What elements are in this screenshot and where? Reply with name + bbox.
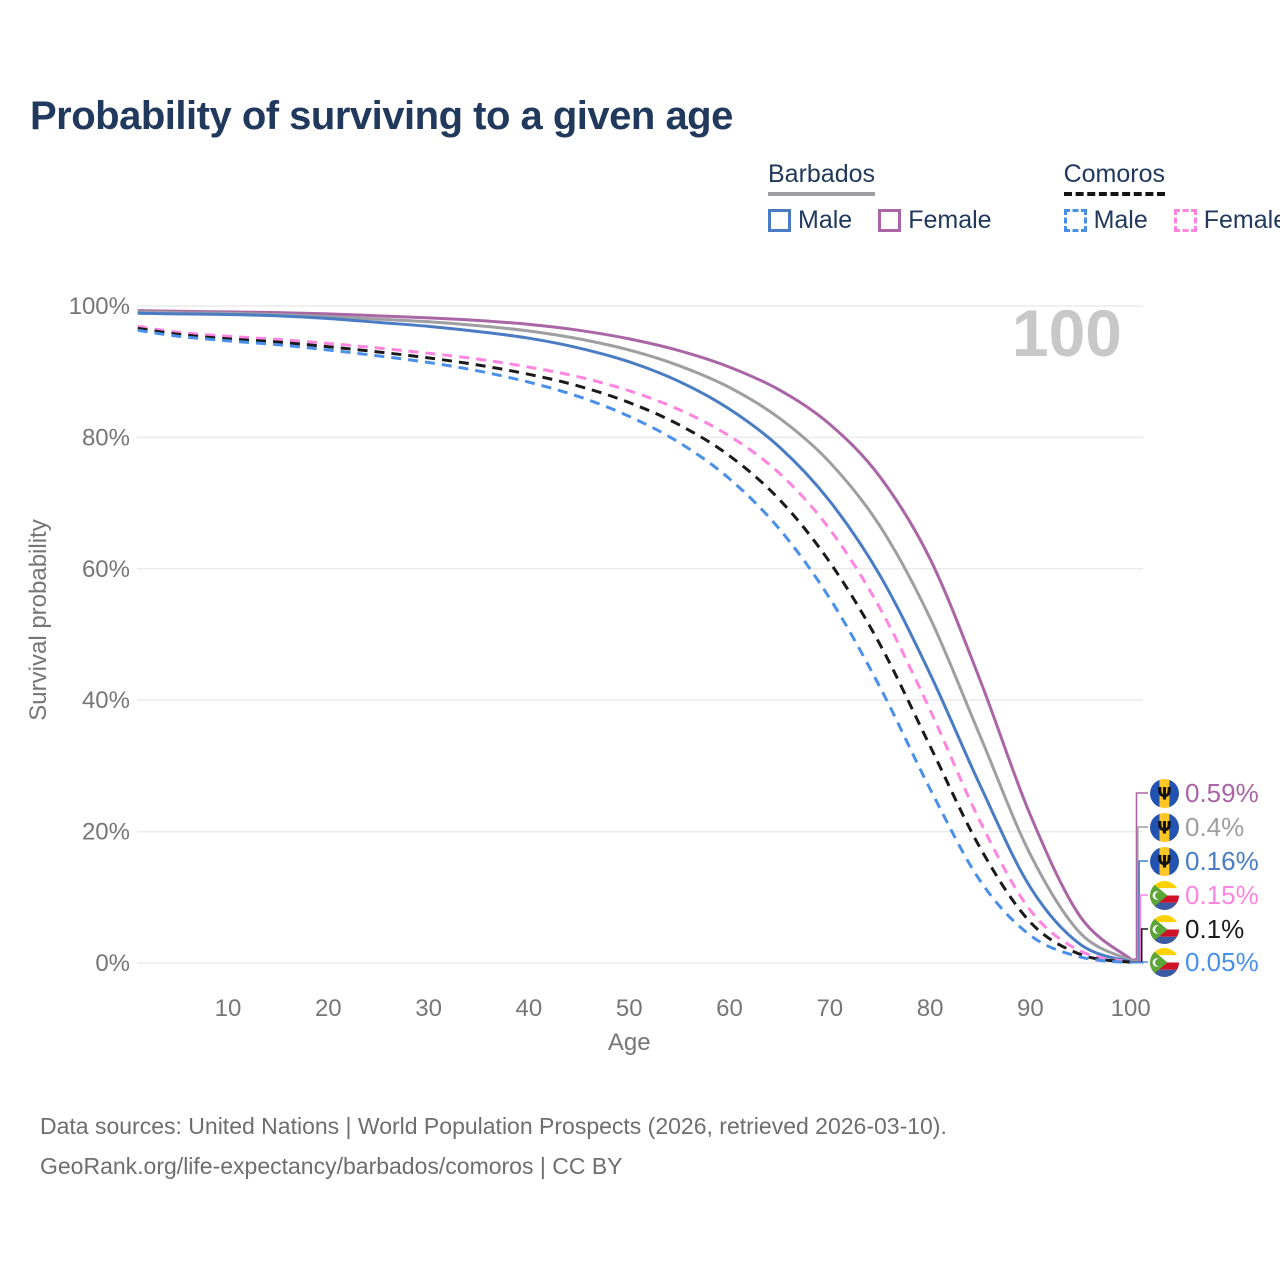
svg-text:100: 100	[1111, 995, 1151, 1022]
legend-group-label-comoros: Comoros	[1063, 160, 1165, 196]
data-source-footer: Data sources: United Nations | World Pop…	[40, 1106, 947, 1186]
svg-text:Survival probability: Survival probability	[25, 519, 52, 720]
end-label-value: 0.16%	[1185, 845, 1259, 876]
svg-text:80%: 80%	[82, 424, 130, 451]
legend-item-label: Female	[1203, 206, 1280, 234]
barbados-flag-icon: Ψ	[1150, 812, 1179, 842]
svg-text:30: 30	[415, 995, 442, 1022]
legend-item-barbados-male[interactable]: Male	[768, 206, 852, 235]
legend-group-label-barbados: Barbados	[768, 160, 876, 196]
legend-item-label: Male	[1093, 206, 1148, 234]
page-title: Probability of surviving to a given age	[30, 94, 733, 138]
end-label-value: 0.1%	[1185, 913, 1245, 944]
legend-item-barbados-female[interactable]: Female	[878, 206, 992, 235]
svg-text:Ψ: Ψ	[1157, 784, 1171, 804]
end-label-value: 0.59%	[1185, 777, 1259, 808]
footer-sources-line: Data sources: United Nations | World Pop…	[40, 1113, 947, 1139]
footer-attribution-line: GeoRank.org/life-expectancy/barbados/com…	[40, 1153, 623, 1179]
svg-text:40: 40	[516, 995, 543, 1022]
comoros-male-swatch-icon	[1063, 209, 1087, 232]
end-label-barbados-both[interactable]: Ψ 0.4%	[1150, 811, 1244, 843]
barbados-female-swatch-icon	[878, 209, 902, 232]
end-label-value: 0.4%	[1185, 811, 1245, 842]
svg-text:20: 20	[315, 995, 342, 1022]
barbados-male-swatch-icon	[768, 209, 791, 232]
barbados-flag-icon: Ψ	[1150, 846, 1179, 876]
barbados-flag-icon: Ψ	[1150, 778, 1179, 808]
end-label-comoros-both[interactable]: 0.1%	[1150, 913, 1244, 945]
svg-text:Ψ: Ψ	[1157, 818, 1171, 838]
svg-text:Age: Age	[608, 1029, 651, 1056]
svg-text:10: 10	[215, 995, 242, 1022]
legend-item-label: Male	[798, 206, 853, 234]
legend-group-comoros: Comoros Male Female	[1063, 160, 1280, 235]
age-watermark: 100	[1011, 296, 1122, 370]
comoros-female-swatch-icon	[1173, 209, 1197, 232]
svg-text:100%: 100%	[69, 293, 130, 320]
chart-legend: Barbados Male Female Comoros Male Female	[768, 160, 1280, 235]
legend-item-comoros-female[interactable]: Female	[1173, 206, 1280, 235]
legend-item-comoros-male[interactable]: Male	[1063, 206, 1148, 235]
end-label-value: 0.15%	[1185, 879, 1259, 910]
svg-text:40%: 40%	[82, 687, 130, 714]
comoros-flag-icon	[1150, 947, 1179, 977]
end-label-barbados-male[interactable]: Ψ 0.16%	[1150, 845, 1259, 877]
comoros-flag-icon	[1150, 880, 1179, 910]
svg-text:0%: 0%	[95, 950, 130, 977]
end-label-comoros-male[interactable]: 0.05%	[1150, 946, 1259, 978]
end-label-comoros-female[interactable]: 0.15%	[1150, 879, 1259, 911]
svg-text:50: 50	[616, 995, 643, 1022]
svg-text:80: 80	[917, 995, 944, 1022]
svg-text:20%: 20%	[82, 819, 130, 846]
svg-text:90: 90	[1017, 995, 1044, 1022]
end-label-barbados-female[interactable]: Ψ 0.59%	[1150, 777, 1259, 809]
end-label-value: 0.05%	[1185, 946, 1259, 977]
svg-text:60: 60	[716, 995, 743, 1022]
svg-text:60%: 60%	[82, 556, 130, 583]
svg-text:70: 70	[816, 995, 843, 1022]
legend-group-barbados: Barbados Male Female	[768, 160, 992, 235]
legend-item-label: Female	[908, 206, 992, 234]
svg-text:Ψ: Ψ	[1157, 852, 1171, 872]
comoros-flag-icon	[1150, 914, 1179, 944]
